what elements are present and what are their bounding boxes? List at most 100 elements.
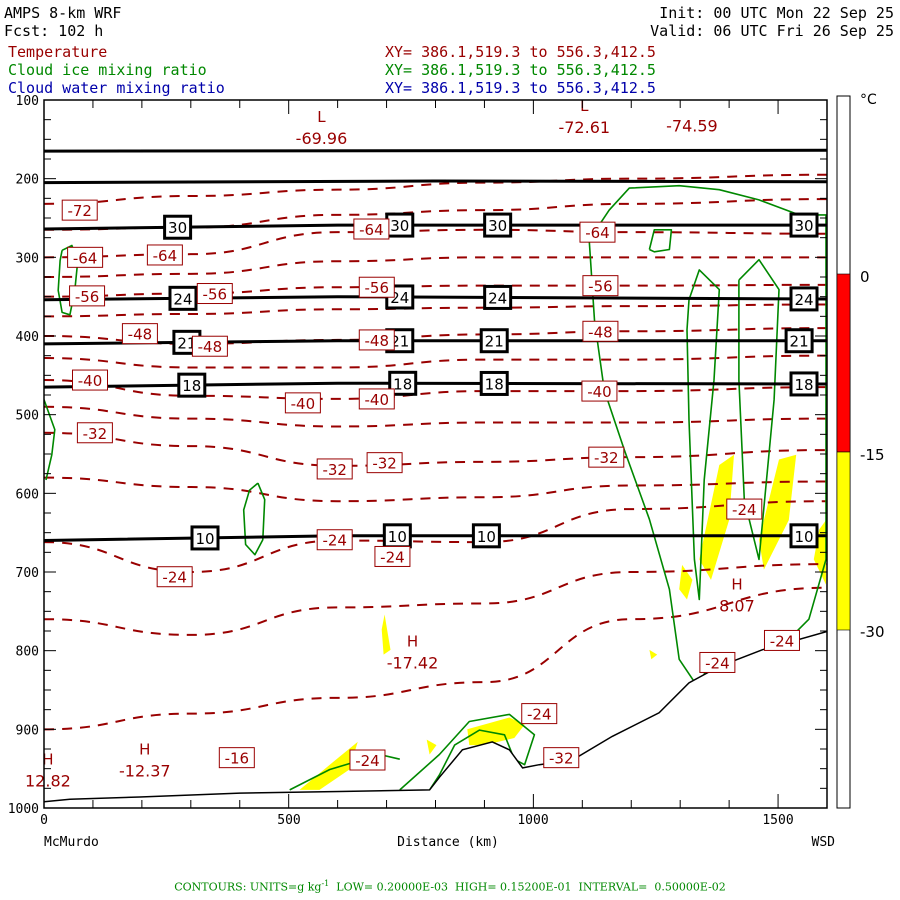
temperature-label-group: -56 xyxy=(196,283,233,305)
isotherm-line xyxy=(44,405,827,428)
high-marker: H xyxy=(139,741,150,759)
colorbar xyxy=(836,95,851,809)
high-marker: H xyxy=(731,575,742,593)
temperature-label-box xyxy=(582,275,619,297)
isoline-label: 24 xyxy=(794,291,813,309)
temperature-label-box xyxy=(581,380,618,402)
isoline-label: 10 xyxy=(388,528,407,546)
y-tick-label: 800 xyxy=(16,645,39,660)
y-tick-label: 900 xyxy=(16,723,39,738)
isoline xyxy=(44,339,827,346)
high-marker: H xyxy=(407,633,418,651)
temperature-label-group: -40 xyxy=(72,369,109,391)
isotherm-line xyxy=(44,563,827,636)
isoline-label: 21 xyxy=(790,333,809,351)
low-marker: L xyxy=(317,108,326,126)
cloud-water-patch xyxy=(759,454,797,570)
colorbar-tick-0: 0 xyxy=(860,268,870,286)
temperature-labels: -72 -64 -64 -64 -64 -56 -56 -56 -56 -48 -48 -48 -48 -… xyxy=(61,199,800,771)
temperature-label: -72 xyxy=(67,202,92,220)
temperature-label: -32 xyxy=(594,449,619,467)
extremum-value: -74.59 xyxy=(666,116,718,135)
y-tick-label: 700 xyxy=(16,566,39,581)
temperature-label-box xyxy=(588,446,625,468)
temperature-label: -64 xyxy=(585,224,610,242)
xy-temperature: XY= 386.1,519.3 to 556.3,412.5 xyxy=(385,43,656,61)
temperature-label-box xyxy=(69,285,106,307)
extremum-group: H -12.37 xyxy=(119,741,171,781)
isoline-label-box xyxy=(471,523,501,549)
temperature-label: -24 xyxy=(355,752,380,770)
colorbar-band xyxy=(836,273,851,453)
temperature-label: -40 xyxy=(78,372,103,390)
extremum-group: H 12.82 xyxy=(25,751,71,791)
temperature-label-box xyxy=(218,747,255,769)
isoline xyxy=(44,223,827,231)
temperature-label-box xyxy=(358,276,395,298)
temperature-label: -32 xyxy=(549,750,574,768)
temperature-label: -56 xyxy=(203,286,228,304)
temperature-label: -24 xyxy=(380,548,405,566)
isotherm-line xyxy=(44,283,827,298)
temperature-label-group: -40 xyxy=(581,380,618,402)
temperature-label-group: -32 xyxy=(543,747,580,769)
temperature-label-group: -16 xyxy=(218,747,255,769)
x-tick-1000: 1000 xyxy=(517,813,548,828)
temperature-label: -24 xyxy=(322,532,347,550)
temperature-label-box xyxy=(543,747,580,769)
x-tick-0: 0 xyxy=(40,813,48,828)
temperature-label-group: -64 xyxy=(146,244,183,266)
valid-time: Valid: 06 UTC Fri 26 Sep 25 xyxy=(650,22,894,40)
temperature-label: -40 xyxy=(365,391,390,409)
extremum-value: 12.82 xyxy=(25,772,71,791)
cloud-ice-contour xyxy=(648,229,673,253)
isotherm-line xyxy=(44,303,827,318)
temperature-label-box xyxy=(353,218,390,240)
temperature-label-box xyxy=(196,283,233,305)
isolines: 30 30 30 30 24 24 24 24 21 21 21 21 18 18 18 18 10 10 10 10 xyxy=(44,148,827,551)
temperature-label: -24 xyxy=(770,632,795,650)
temperature-label-box xyxy=(374,545,411,567)
isotherm-line xyxy=(44,256,827,278)
temperature-label-box xyxy=(316,529,353,551)
temperature-label: -24 xyxy=(732,501,757,519)
isoline-label-box xyxy=(388,370,418,396)
isoline-label: 24 xyxy=(173,290,192,308)
y-tick-label: 300 xyxy=(16,251,39,266)
temperature-label-group: -32 xyxy=(588,446,625,468)
temperature-label-group: -48 xyxy=(358,329,395,351)
model-title: AMPS 8-km WRF xyxy=(4,4,122,22)
extrema-labels: L -69.96 L -72.61 -74.59 H -17.42 H -12.37 H 12.82… xyxy=(25,97,755,791)
isotherm-line xyxy=(44,431,827,467)
temperature-label: -32 xyxy=(372,455,397,473)
isoline xyxy=(44,179,827,185)
temperature-label-group: -32 xyxy=(366,452,403,474)
temperature-label: -48 xyxy=(128,326,153,344)
cloud-ice-contour xyxy=(686,269,721,601)
isoline-label-box xyxy=(479,328,509,354)
temperature-label: -40 xyxy=(587,383,612,401)
temperature-label-box xyxy=(61,199,98,221)
extremum-group: H 8.07 xyxy=(719,575,755,615)
temperature-label-box xyxy=(763,629,800,651)
isoline-label-box xyxy=(479,370,509,396)
isoline-label-box xyxy=(789,371,819,397)
temperature-label: -56 xyxy=(365,279,390,297)
temperature-label-group: -24 xyxy=(699,651,736,673)
field-temperature: Temperature xyxy=(8,43,108,61)
temperature-label-group: -40 xyxy=(284,392,321,414)
temperature-label: -48 xyxy=(588,323,613,341)
temperature-label-group: -32 xyxy=(316,458,353,480)
temperature-label-group: -56 xyxy=(69,285,106,307)
cloud-water-patch xyxy=(381,614,391,655)
temperature-label-box xyxy=(726,498,763,520)
isoline-label: 18 xyxy=(393,375,412,393)
temperature-label-box xyxy=(121,323,158,345)
xy-cloud-water: XY= 386.1,519.3 to 556.3,412.5 xyxy=(385,79,656,97)
temperature-label: -32 xyxy=(322,461,347,479)
temperature-label-group: -24 xyxy=(349,749,386,771)
y-tick-label: 1000 xyxy=(8,802,39,817)
temperature-label-group: -64 xyxy=(353,218,390,240)
temperature-label-group: -56 xyxy=(358,276,395,298)
